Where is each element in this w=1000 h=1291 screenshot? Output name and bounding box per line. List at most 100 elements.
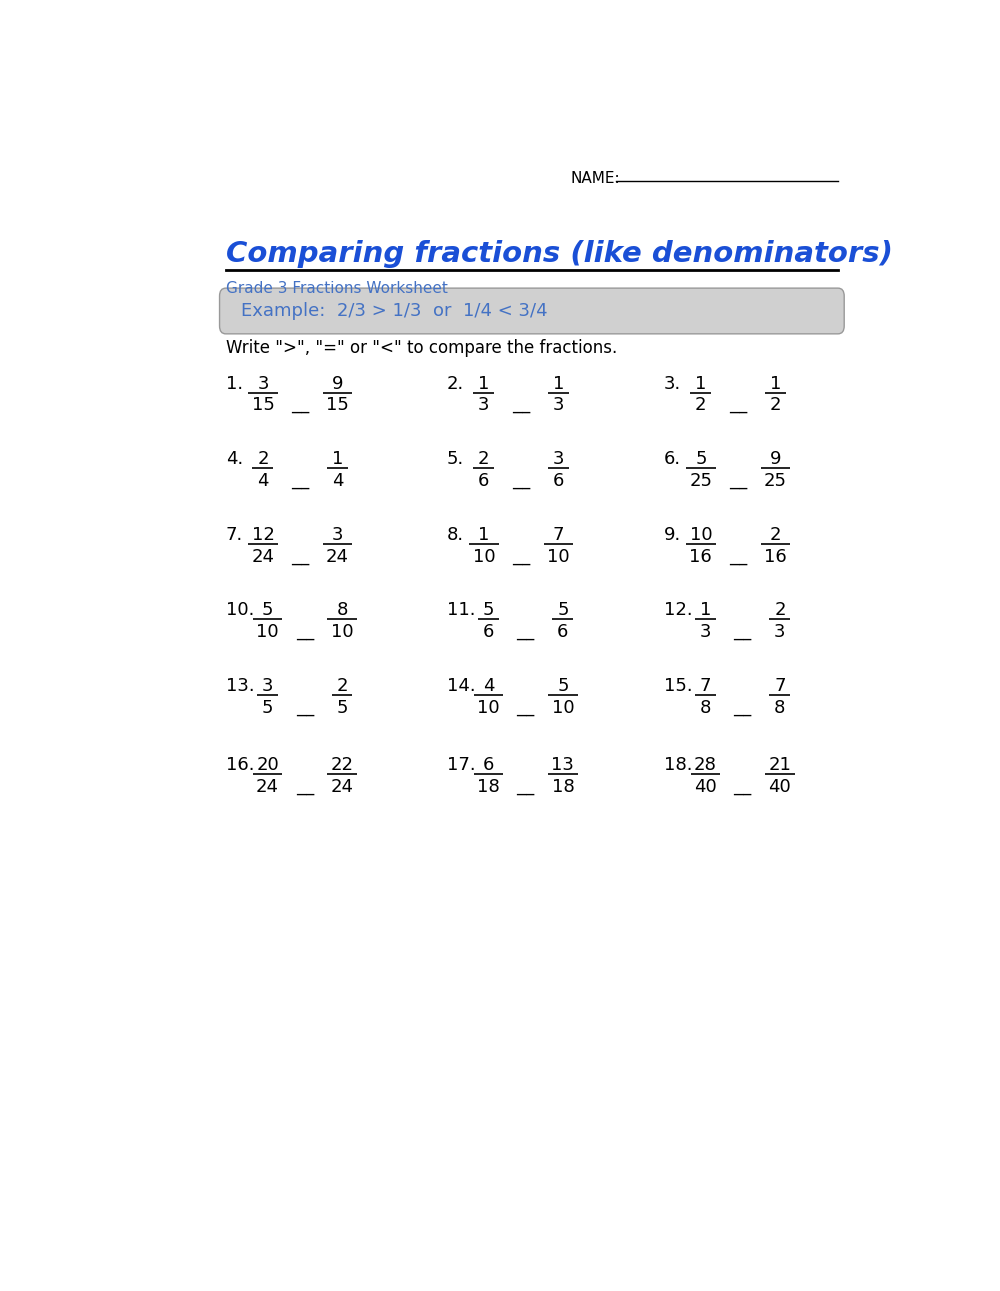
Text: __: __: [734, 622, 752, 640]
Text: 5: 5: [336, 698, 348, 717]
Text: __: __: [517, 697, 535, 715]
Text: 2: 2: [478, 451, 490, 469]
Text: 3: 3: [700, 624, 711, 642]
Text: __: __: [291, 471, 309, 489]
Text: 8: 8: [336, 602, 348, 620]
Text: Example:  2/3 > 1/3  or  1/4 < 3/4: Example: 2/3 > 1/3 or 1/4 < 3/4: [241, 302, 548, 320]
Text: 7: 7: [552, 525, 564, 544]
Text: 40: 40: [769, 778, 791, 797]
Text: NAME:: NAME:: [571, 172, 620, 186]
Text: __: __: [517, 622, 535, 640]
Text: 2: 2: [257, 451, 269, 469]
Text: 10: 10: [256, 624, 279, 642]
Text: 28: 28: [694, 757, 717, 775]
Text: 6: 6: [483, 757, 494, 775]
Text: 4: 4: [483, 676, 494, 695]
Text: 10: 10: [477, 698, 500, 717]
Text: 2: 2: [774, 602, 786, 620]
Text: __: __: [734, 697, 752, 715]
Text: Write ">", "=" or "<" to compare the fractions.: Write ">", "=" or "<" to compare the fra…: [226, 338, 617, 356]
Text: 21: 21: [768, 757, 791, 775]
Text: 8: 8: [774, 698, 786, 717]
Text: 2: 2: [695, 396, 707, 414]
Text: __: __: [512, 471, 530, 489]
Text: 3: 3: [257, 374, 269, 392]
Text: 6: 6: [483, 624, 494, 642]
Text: 12.: 12.: [664, 602, 692, 620]
Text: 4: 4: [257, 473, 269, 491]
Text: 16: 16: [689, 547, 712, 565]
Text: 25: 25: [689, 473, 712, 491]
Text: 10: 10: [473, 547, 495, 565]
Text: 1: 1: [332, 451, 343, 469]
Text: 18.: 18.: [664, 757, 692, 775]
Text: 2: 2: [769, 396, 781, 414]
Text: 11.: 11.: [447, 602, 475, 620]
Text: 2.: 2.: [447, 374, 464, 392]
Text: __: __: [296, 697, 314, 715]
Text: 5: 5: [557, 602, 569, 620]
Text: 24: 24: [256, 778, 279, 797]
FancyBboxPatch shape: [220, 288, 844, 334]
Text: 20: 20: [256, 757, 279, 775]
Text: 12: 12: [252, 525, 274, 544]
Text: 10.: 10.: [226, 602, 254, 620]
Text: 8.: 8.: [447, 525, 464, 544]
Text: 1: 1: [770, 374, 781, 392]
Text: __: __: [296, 777, 314, 795]
Text: 8: 8: [700, 698, 711, 717]
Text: __: __: [512, 546, 530, 564]
Text: 16: 16: [764, 547, 787, 565]
Text: 5: 5: [695, 451, 707, 469]
Text: 3.: 3.: [664, 374, 681, 392]
Text: 10: 10: [331, 624, 353, 642]
Text: 18: 18: [552, 778, 574, 797]
Text: 9.: 9.: [664, 525, 681, 544]
Text: __: __: [291, 395, 309, 413]
Text: __: __: [729, 395, 747, 413]
Text: __: __: [512, 395, 530, 413]
Text: 7.: 7.: [226, 525, 243, 544]
Text: 15.: 15.: [664, 676, 692, 695]
Text: 2: 2: [336, 676, 348, 695]
Text: 4: 4: [332, 473, 343, 491]
Text: 2: 2: [769, 525, 781, 544]
Text: 3: 3: [552, 451, 564, 469]
Text: Grade 3 Fractions Worksheet: Grade 3 Fractions Worksheet: [226, 280, 448, 296]
Text: 10: 10: [552, 698, 574, 717]
Text: 40: 40: [694, 778, 717, 797]
Text: 6.: 6.: [664, 451, 681, 469]
Text: 10: 10: [547, 547, 570, 565]
Text: 18: 18: [477, 778, 500, 797]
Text: 5: 5: [262, 602, 273, 620]
Text: 3: 3: [478, 396, 490, 414]
Text: 7: 7: [700, 676, 711, 695]
Text: 13.: 13.: [226, 676, 254, 695]
Text: 16.: 16.: [226, 757, 254, 775]
Text: 15: 15: [252, 396, 274, 414]
Text: 3: 3: [262, 676, 273, 695]
Text: 7: 7: [774, 676, 786, 695]
Text: __: __: [729, 546, 747, 564]
Text: 14.: 14.: [447, 676, 475, 695]
Text: __: __: [734, 777, 752, 795]
Text: 10: 10: [690, 525, 712, 544]
Text: 3: 3: [332, 525, 343, 544]
Text: 5: 5: [262, 698, 273, 717]
Text: 1: 1: [553, 374, 564, 392]
Text: 1.: 1.: [226, 374, 243, 392]
Text: 25: 25: [764, 473, 787, 491]
Text: 5: 5: [483, 602, 494, 620]
Text: 1: 1: [478, 525, 490, 544]
Text: __: __: [296, 622, 314, 640]
Text: 24: 24: [326, 547, 349, 565]
Text: 17.: 17.: [447, 757, 475, 775]
Text: 6: 6: [478, 473, 490, 491]
Text: __: __: [291, 546, 309, 564]
Text: 24: 24: [330, 778, 354, 797]
Text: 22: 22: [330, 757, 354, 775]
Text: 13: 13: [551, 757, 574, 775]
Text: 24: 24: [251, 547, 274, 565]
Text: 6: 6: [557, 624, 569, 642]
Text: 4.: 4.: [226, 451, 243, 469]
